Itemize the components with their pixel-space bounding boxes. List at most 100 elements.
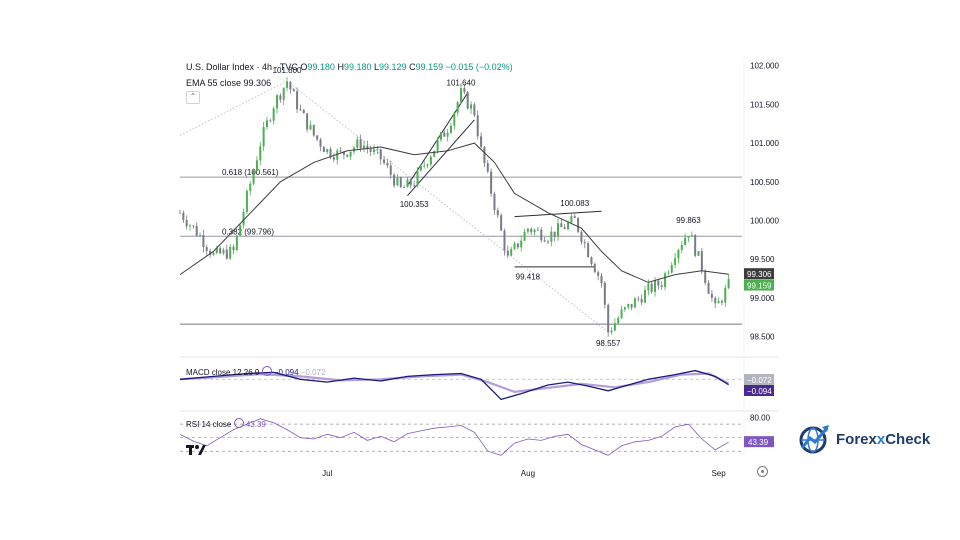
tradingview-logo-icon[interactable] <box>186 443 206 459</box>
candle-body <box>292 89 295 92</box>
globe-arrow-icon <box>799 425 829 454</box>
axes: 102.000 101.500 101.000 100.500 100.000 99.50… <box>322 62 779 478</box>
candle-body <box>393 174 396 186</box>
candle-body <box>366 145 369 149</box>
candle-body <box>577 217 580 232</box>
candle-body <box>433 150 436 157</box>
candle-body <box>406 179 409 188</box>
candle-body <box>670 264 673 273</box>
settings-circle-icon[interactable] <box>233 418 244 428</box>
candle-body <box>449 125 452 133</box>
candle-body <box>500 215 503 231</box>
candle-body <box>674 258 677 265</box>
price-annotation: 99.863 <box>676 216 701 225</box>
candle-body <box>369 148 372 153</box>
chevron-up-icon[interactable]: ⌃ <box>186 91 200 104</box>
time-tick-label: Jul <box>322 469 332 478</box>
candle-body <box>336 150 339 160</box>
candle-body <box>222 249 225 254</box>
macd-label: MACD close 12 26 9 <box>186 368 260 377</box>
candle-body <box>219 247 222 254</box>
open-value: 99.180 <box>307 62 335 72</box>
candle-body <box>530 228 533 233</box>
candle-body <box>282 87 285 100</box>
candle-body <box>463 88 466 93</box>
price-annotation: 100.083 <box>560 199 589 208</box>
candle-body <box>359 139 362 149</box>
candle-body <box>700 251 703 271</box>
candle-body <box>603 282 606 305</box>
candle-body <box>309 124 312 130</box>
macd-label-text: −0.072 <box>747 376 772 385</box>
high-key: H <box>337 62 344 72</box>
candle-body <box>389 165 392 175</box>
high-value: 99.180 <box>343 62 372 72</box>
candle-body <box>423 165 426 167</box>
rsi-pane <box>179 418 742 456</box>
candle-body <box>483 146 486 164</box>
candle-body <box>379 149 382 160</box>
candle-body <box>192 225 195 227</box>
candle-body <box>199 235 202 236</box>
candle-body <box>607 304 610 333</box>
open-key: O <box>300 62 308 72</box>
symbol-title[interactable]: U.S. Dollar Index · 4h · TVC <box>186 62 298 72</box>
candle-body <box>235 235 238 250</box>
candle-body <box>416 170 419 186</box>
candle-body <box>446 132 449 137</box>
candle-body <box>182 212 185 221</box>
candle-body <box>567 222 570 229</box>
fib-diagonal <box>286 80 609 333</box>
candle-body <box>680 244 683 250</box>
candle-body <box>269 120 272 122</box>
price-label-text: 99.306 <box>747 270 772 279</box>
candle-body <box>533 229 536 233</box>
candle-body <box>543 240 546 242</box>
candle-body <box>710 293 713 298</box>
ema-label: EMA 55 close <box>186 78 242 88</box>
candle-body <box>322 146 325 153</box>
candle-body <box>637 298 640 300</box>
candle-body <box>503 230 506 251</box>
candle-body <box>520 240 523 248</box>
candle-body <box>362 145 365 149</box>
candle-body <box>473 104 476 116</box>
candle-body <box>205 247 208 251</box>
candle-body <box>620 309 623 319</box>
candle-body <box>654 280 657 292</box>
candle-body <box>195 226 198 236</box>
candle-body <box>510 248 513 256</box>
candle-body <box>306 113 309 130</box>
candle-body <box>513 243 516 249</box>
candle-body <box>399 177 402 188</box>
candle-body <box>557 223 560 237</box>
low-value: 99.129 <box>379 62 407 72</box>
gear-icon[interactable] <box>757 466 768 477</box>
candle-body <box>496 210 499 216</box>
rsi-legend[interactable]: RSI 14 close 43.39 <box>186 418 266 429</box>
candle-body <box>516 243 519 248</box>
price-annotation: 98.557 <box>596 339 621 348</box>
settings-circle-icon[interactable] <box>261 366 272 376</box>
candle-body <box>332 157 335 160</box>
candle-body <box>326 149 329 153</box>
candle-body <box>212 252 215 255</box>
candle-body <box>597 272 600 276</box>
candle-body <box>386 162 389 166</box>
candle-body <box>286 81 289 88</box>
candle-body <box>486 163 489 172</box>
candle-body <box>570 216 573 223</box>
candle-body <box>289 81 292 90</box>
candle-body <box>436 139 439 151</box>
ema-legend[interactable]: EMA 55 close 99.306 <box>186 78 271 88</box>
close-key: C <box>409 62 416 72</box>
macd-legend[interactable]: MACD close 12 26 9 −0.094 −0.072 <box>186 366 325 377</box>
candle-body <box>613 323 616 331</box>
candle-body <box>396 177 399 186</box>
price-tick-label: 101.500 <box>750 100 779 109</box>
candle-body <box>687 236 690 238</box>
candle-body <box>329 149 332 158</box>
brand-name: ForexxCheck <box>836 430 931 448</box>
candle-body <box>249 183 252 191</box>
